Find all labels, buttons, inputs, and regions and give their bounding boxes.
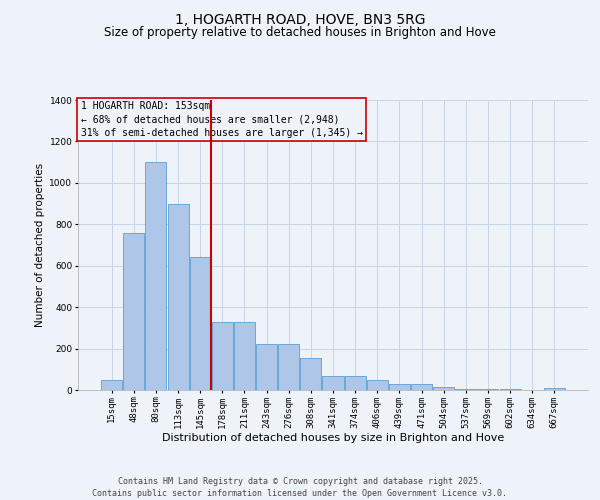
Bar [278, 344, 299, 390]
Text: Size of property relative to detached houses in Brighton and Hove: Size of property relative to detached ho… [104, 26, 496, 39]
Bar [478, 389, 499, 390]
Bar [124, 232, 145, 390]
Bar [389, 384, 410, 390]
Text: 1, HOGARTH ROAD, HOVE, BN3 5RG: 1, HOGARTH ROAD, HOVE, BN3 5RG [175, 12, 425, 26]
Y-axis label: Number of detached properties: Number of detached properties [35, 163, 45, 327]
Bar [433, 387, 454, 390]
Bar [234, 322, 255, 390]
Bar [145, 162, 166, 390]
Bar [190, 258, 211, 390]
Bar [322, 376, 344, 390]
Bar [301, 358, 322, 390]
Bar [344, 376, 365, 390]
Bar [101, 380, 122, 390]
Bar [367, 380, 388, 390]
Bar [411, 384, 432, 390]
X-axis label: Distribution of detached houses by size in Brighton and Hove: Distribution of detached houses by size … [162, 434, 504, 444]
Bar [167, 204, 188, 390]
Bar [544, 388, 565, 390]
Bar [455, 389, 476, 390]
Bar [212, 322, 233, 390]
Bar [500, 389, 521, 390]
Bar [256, 344, 277, 390]
Text: 1 HOGARTH ROAD: 153sqm
← 68% of detached houses are smaller (2,948)
31% of semi-: 1 HOGARTH ROAD: 153sqm ← 68% of detached… [80, 102, 362, 138]
Text: Contains HM Land Registry data © Crown copyright and database right 2025.
Contai: Contains HM Land Registry data © Crown c… [92, 476, 508, 498]
